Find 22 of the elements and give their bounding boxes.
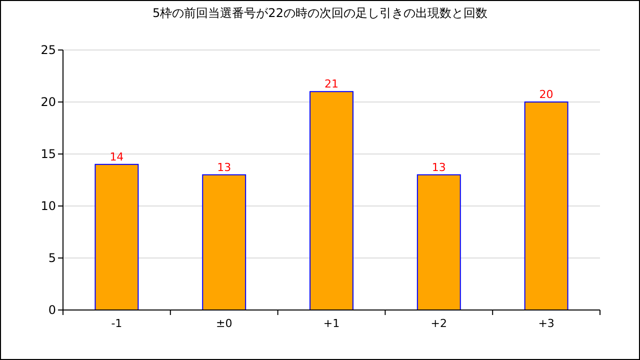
y-tick-label: 25 bbox=[40, 43, 56, 57]
bar bbox=[202, 174, 246, 310]
x-tick-label: ±0 bbox=[216, 317, 232, 330]
y-tick-label: 15 bbox=[40, 147, 56, 161]
data-label: 21 bbox=[324, 78, 338, 91]
x-tick-label: +1 bbox=[323, 317, 340, 330]
data-label: 14 bbox=[110, 150, 124, 164]
y-tick-label: 0 bbox=[48, 303, 56, 317]
bar bbox=[94, 164, 139, 310]
data-label: 20 bbox=[539, 88, 554, 101]
x-tick-label: -1 bbox=[111, 317, 122, 330]
bar bbox=[310, 91, 354, 310]
bar bbox=[416, 174, 461, 310]
x-tick-label: +2 bbox=[430, 317, 448, 330]
chart-title: 5枠の前回当選番号が22の時の次回の足し引きの出現数と回数 bbox=[152, 6, 488, 20]
x-tick-label: +3 bbox=[538, 317, 554, 330]
data-label: 13 bbox=[217, 160, 232, 174]
data-label: 13 bbox=[432, 160, 446, 174]
y-tick-label: 5 bbox=[48, 251, 56, 265]
bar bbox=[524, 102, 568, 310]
y-tick-label: 10 bbox=[40, 199, 56, 213]
y-tick-label: 20 bbox=[40, 95, 56, 109]
